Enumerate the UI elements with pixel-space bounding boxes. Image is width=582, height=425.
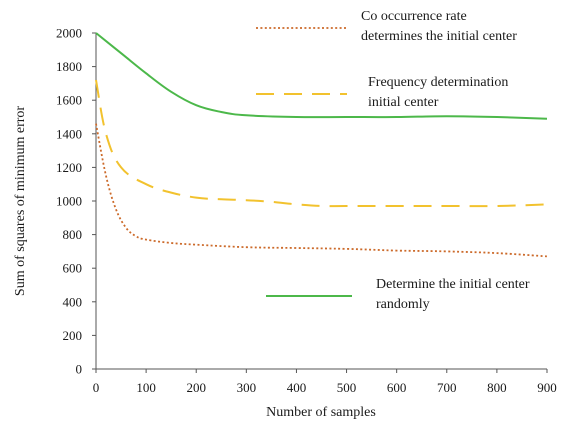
x-tick-label: 100 xyxy=(136,380,156,395)
x-axis-label: Number of samples xyxy=(266,405,376,420)
y-tick-label: 1200 xyxy=(56,160,82,175)
x-tick-label: 200 xyxy=(186,380,206,395)
y-tick-label: 1000 xyxy=(56,194,82,209)
x-tick-labels: 0 100 200 300 400 500 600 700 800 900 xyxy=(93,369,557,395)
x-tick-label: 900 xyxy=(537,380,557,395)
y-tick-label: 1800 xyxy=(56,59,82,74)
y-tick-label: 1600 xyxy=(56,93,82,108)
y-tick-labels: 0 200 400 600 800 1000 1200 1400 1600 1800 2000 xyxy=(56,26,96,377)
y-tick-label: 2000 xyxy=(56,26,82,41)
y-axis-label: Sum of squares of minimum error xyxy=(13,106,28,296)
x-tick-label: 0 xyxy=(93,380,100,395)
series-co-occurrence-line xyxy=(95,123,548,258)
y-tick-label: 800 xyxy=(63,227,83,242)
x-tick-label: 800 xyxy=(487,380,507,395)
legend-co-occurrence-label: Co occurrence rate xyxy=(361,9,467,24)
series-frequency-line xyxy=(95,79,548,208)
legend-random-label: randomly xyxy=(376,297,430,312)
x-tick-label: 700 xyxy=(437,380,457,395)
x-tick-label: 400 xyxy=(287,380,307,395)
x-tick-label: 500 xyxy=(337,380,357,395)
x-tick-label: 300 xyxy=(237,380,257,395)
legend-frequency-label: Frequency determination xyxy=(368,75,508,90)
y-tick-label: 600 xyxy=(63,261,83,276)
series-lines xyxy=(95,32,548,258)
y-tick-label: 1400 xyxy=(56,126,82,141)
legend-random-label: Determine the initial center xyxy=(376,277,530,292)
y-tick-label: 200 xyxy=(63,328,83,343)
legend: Co occurrence rate determines the initial… xyxy=(256,9,530,312)
series-random-line xyxy=(95,32,548,120)
x-tick-label: 600 xyxy=(387,380,407,395)
legend-frequency-label: initial center xyxy=(368,95,439,110)
legend-co-occurrence-label: determines the initial center xyxy=(361,29,517,44)
y-tick-label: 0 xyxy=(76,362,83,377)
y-tick-label: 400 xyxy=(63,294,83,309)
